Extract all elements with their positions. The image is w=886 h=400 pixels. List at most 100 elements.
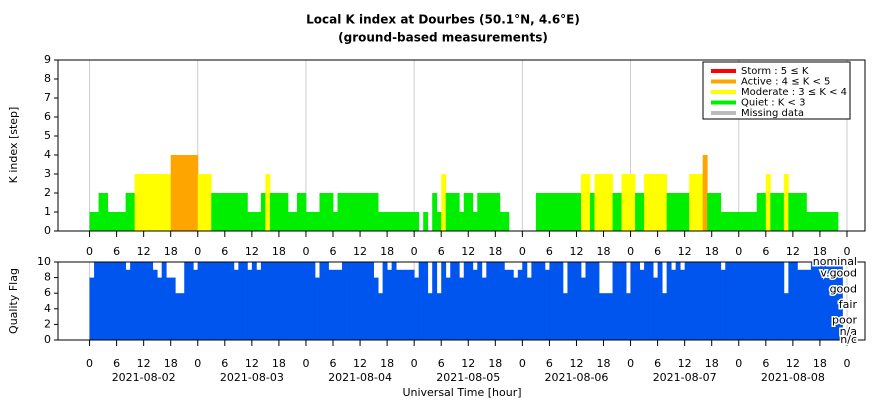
bar: [617, 193, 622, 231]
bar: [684, 193, 690, 231]
bar: [833, 212, 839, 231]
bar: [797, 269, 803, 340]
bar: [680, 269, 686, 340]
bar: [671, 193, 677, 231]
bar: [175, 293, 181, 340]
bar: [107, 212, 113, 231]
bar: [310, 262, 316, 340]
bar: [170, 155, 176, 231]
bar: [558, 262, 564, 340]
flag-label: nominal: [813, 255, 857, 268]
bar: [445, 277, 451, 340]
bar: [770, 262, 776, 340]
y-tick-label: 3: [44, 167, 51, 180]
bar: [441, 262, 447, 340]
bar: [454, 262, 460, 340]
bar: [283, 262, 289, 340]
bar: [265, 262, 271, 340]
bar: [612, 262, 618, 340]
bar: [580, 277, 586, 340]
bar: [112, 262, 118, 340]
x-tick-label: 6: [113, 245, 120, 258]
bar: [639, 193, 645, 231]
bar: [305, 212, 311, 231]
bar: [423, 212, 429, 231]
bar: [504, 212, 510, 231]
bar: [747, 262, 753, 340]
bar: [617, 262, 622, 340]
bar: [116, 262, 122, 340]
bar: [644, 174, 649, 231]
bar: [206, 174, 212, 231]
bar: [549, 193, 555, 231]
y-tick-label: 4: [44, 148, 51, 161]
bar: [355, 193, 361, 231]
bar: [314, 277, 320, 340]
bar: [585, 262, 591, 340]
bar: [738, 212, 744, 231]
bar: [621, 262, 627, 340]
bar: [233, 269, 239, 340]
legend-label: Moderate : 3 ≤ K < 4: [741, 87, 847, 98]
bar: [477, 193, 483, 231]
bar: [567, 262, 573, 340]
bar: [765, 174, 771, 231]
bar: [121, 212, 127, 231]
bar: [666, 193, 672, 231]
flag-label: fair: [839, 298, 858, 311]
x-tick-label: 18: [813, 245, 827, 258]
bar: [112, 212, 118, 231]
bar: [553, 262, 559, 340]
bar: [130, 193, 136, 231]
bar: [369, 193, 374, 231]
y-tick-label: 0: [44, 224, 51, 237]
bar: [630, 174, 636, 231]
bar: [179, 155, 185, 231]
bar: [269, 262, 275, 340]
x-tick-label: 12: [678, 357, 692, 370]
bar: [734, 212, 740, 231]
bar: [342, 262, 347, 340]
bar: [391, 212, 397, 231]
x-tick-label: 18: [705, 357, 719, 370]
x-tick-label: 18: [597, 357, 611, 370]
bar: [824, 212, 830, 231]
y-tick-label: 7: [44, 91, 51, 104]
x-axis-label: Universal Time [hour]: [402, 386, 521, 399]
bar: [391, 262, 397, 340]
bar: [675, 193, 681, 231]
bar: [378, 212, 384, 231]
bar: [716, 262, 722, 340]
bar: [242, 193, 248, 231]
bar: [242, 262, 248, 340]
bar: [269, 193, 275, 231]
bar: [756, 193, 762, 231]
bar: [373, 277, 379, 340]
bar: [702, 262, 708, 340]
bar: [828, 262, 834, 340]
bar: [725, 262, 731, 340]
bar: [837, 262, 843, 340]
bar: [323, 193, 329, 231]
bar: [409, 212, 415, 231]
bar: [621, 174, 627, 231]
bar: [333, 212, 338, 231]
x-tick-label: 18: [272, 357, 286, 370]
bar: [734, 262, 740, 340]
bar: [418, 262, 424, 340]
bar: [481, 193, 487, 231]
bar: [396, 269, 402, 340]
bar: [278, 193, 284, 231]
legend-label: Active : 4 ≤ K < 5: [741, 77, 830, 88]
bar: [432, 193, 438, 231]
bar: [355, 262, 361, 340]
bar: [139, 174, 145, 231]
flag-label: good: [830, 282, 857, 295]
x-tick-label: 18: [813, 357, 827, 370]
bar: [535, 262, 541, 340]
bar: [792, 262, 798, 340]
bar: [179, 293, 185, 340]
bar: [148, 174, 154, 231]
bar: [463, 193, 469, 231]
x-tick-label: 18: [705, 245, 719, 258]
